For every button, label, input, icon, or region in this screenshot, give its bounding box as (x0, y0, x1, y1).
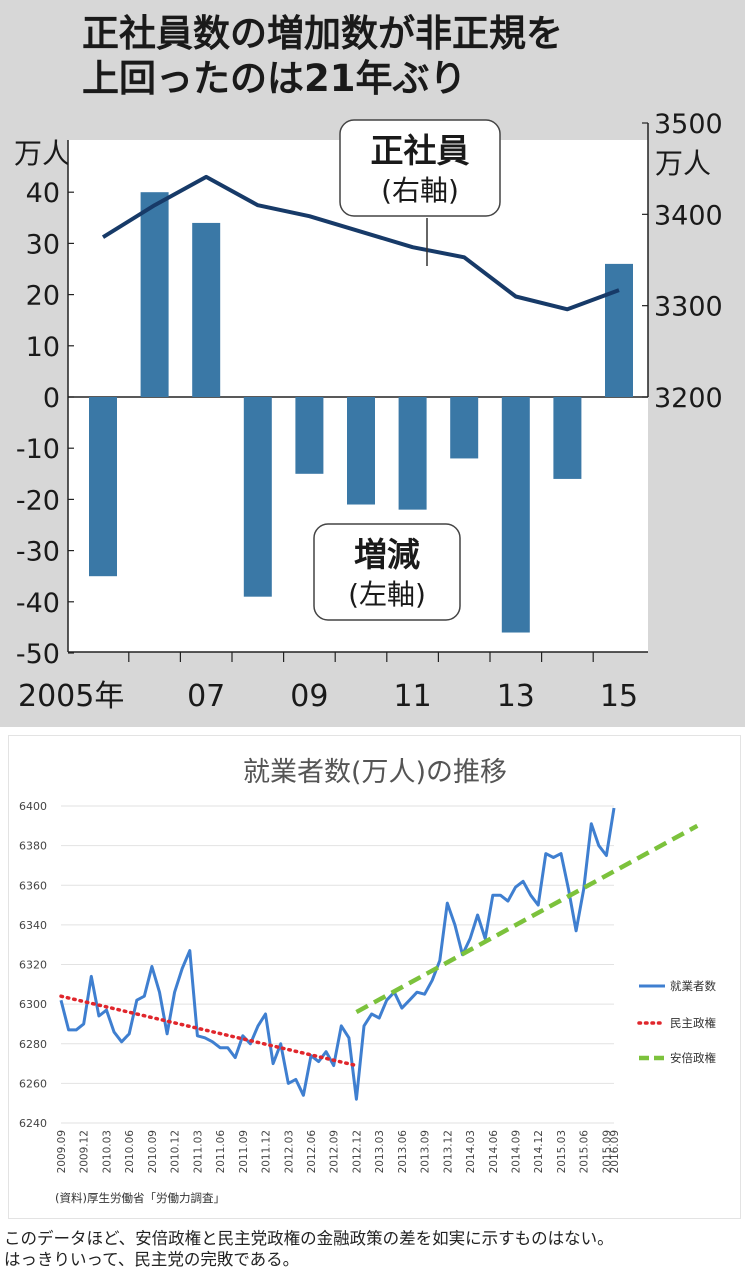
caption-line-2: はっきりいって、民主党の完敗である。 (4, 1250, 300, 1269)
chart2-x-tick-label: 2012.06 (306, 1130, 318, 1174)
chart1-left-tick-label: -20 (16, 485, 60, 516)
chart1-x-tick-label: 09 (290, 679, 328, 714)
chart1-bar-2014 (553, 397, 582, 479)
chart1-bar-2008 (243, 397, 272, 597)
article-caption: このデータほど、安倍政権と民主党政権の金融政策の差を如実に示すものはない。 はっ… (4, 1228, 744, 1270)
chart2-y-tick-label: 6240 (19, 1117, 47, 1130)
chart1-right-tick-label: 3200 (654, 383, 723, 414)
chart2-trend-abe (355, 823, 699, 1015)
chart2-x-tick-label: 2011.06 (215, 1130, 227, 1174)
chart1-left-tick-label: 10 (26, 332, 60, 363)
chart2-x-tick-label: 2011.12 (261, 1130, 273, 1173)
chart2-x-tick-label: 2015.09 (601, 1130, 613, 1173)
chart2-legend-label-1: 就業者数 (670, 979, 716, 993)
chart2-x-tick-label: 2013.09 (420, 1130, 432, 1173)
chart2-legend-label-2: 民主政権 (670, 1016, 716, 1030)
chart1-bar-2010 (347, 397, 375, 505)
chart2-x-tick-label: 2012.09 (329, 1130, 341, 1173)
legend-line-axis: (右軸) (381, 174, 459, 207)
chart2-x-tick-label: 2013.12 (442, 1130, 454, 1173)
chart1-bar-2009 (295, 397, 324, 474)
chart1-left-tick-label: -30 (16, 537, 60, 568)
chart2-x-tick-label: 2014.03 (465, 1130, 477, 1173)
legend-bar-callout: 増減 (左軸) (313, 523, 461, 621)
chart2-y-tick-label: 6280 (19, 1038, 47, 1051)
chart2-x-tick-label: 2014.09 (511, 1130, 523, 1173)
legend-bar-name: 増減 (354, 535, 420, 574)
chart2-svg: 就業者数(万人)の推移 6400 6380 6360 6340 6320 6300 6280… (19, 757, 716, 1205)
chart2-x-tick-label: 2015.03 (556, 1130, 568, 1173)
legend-bar-axis: (左軸) (348, 578, 426, 611)
chart1-left-tick-label: -40 (16, 588, 60, 619)
chart2-x-tick-label: 2013.06 (397, 1130, 409, 1174)
chart2-y-tick-label: 6320 (19, 959, 47, 972)
chart2-x-tick-label: 2014.06 (488, 1130, 500, 1174)
chart1-right-unit: 万人 (655, 147, 711, 180)
chart1-title-line2: 上回ったのは21年ぶり (82, 57, 467, 100)
chart2-source: (資料)厚生労働省「労働力調査」 (55, 1191, 225, 1205)
chart1-left-tick-label: -10 (16, 434, 60, 465)
chart-regular-employees: 正社員数の増加数が非正規を 上回ったのは21年ぶり 万人 万人 40 30 20 10… (0, 0, 745, 727)
chart1-svg: 正社員数の増加数が非正規を 上回ったのは21年ぶり 万人 万人 40 30 20 10… (14, 12, 723, 714)
chart1-bar-2006 (140, 192, 169, 397)
chart1-bar-2012 (450, 397, 479, 459)
chart2-x-tick-label: 2014.12 (533, 1130, 545, 1173)
chart2-legend-label-3: 安倍政権 (670, 1051, 716, 1065)
chart1-line-regular-employees (101, 174, 620, 312)
chart2-y-tick-label: 6340 (19, 919, 47, 932)
chart2-x-tick-label: 2011.03 (192, 1130, 204, 1173)
chart1-left-tick-label: 30 (26, 229, 60, 260)
chart2-y-tick-label: 6260 (19, 1077, 47, 1090)
chart2-x-tick-label: 2010.12 (170, 1130, 182, 1173)
chart2-y-tick-label: 6380 (19, 840, 47, 853)
chart2-x-tick-label: 2009.09 (56, 1130, 68, 1173)
chart1-right-tick-label: 3500 (654, 109, 723, 140)
chart2-x-tick-label: 2012.03 (283, 1130, 295, 1173)
chart1-x-tick-label: 11 (394, 679, 432, 714)
chart1-left-unit: 万人 (14, 137, 70, 170)
chart2-x-tick-label: 2012.12 (351, 1130, 363, 1173)
chart2-line-employed (59, 807, 616, 1101)
chart2-x-tick-label: 2010.03 (101, 1130, 113, 1173)
legend-line-name: 正社員 (371, 131, 470, 170)
chart2-x-tick-label: 2016.09 (609, 1130, 621, 1173)
chart1-bar-2005 (89, 397, 117, 577)
chart2-title: 就業者数(万人)の推移 (243, 757, 507, 788)
chart2-y-tick-label: 6400 (19, 800, 47, 813)
caption-line-1: このデータほど、安倍政権と民主党政権の金融政策の差を如実に示すものはない。 (4, 1229, 614, 1248)
chart2-trend-dpj (59, 994, 359, 1068)
chart2-x-tick-label: 2011.09 (238, 1130, 250, 1173)
chart1-x-tick-label: 13 (497, 679, 535, 714)
chart2-y-tick-label: 6360 (19, 879, 47, 892)
chart1-bar-2011 (398, 397, 427, 510)
chart1-right-tick-label: 3300 (654, 292, 723, 323)
chart1-bar-2013 (501, 397, 530, 633)
chart2-x-tick-label: 2015.06 (579, 1130, 591, 1174)
chart2-x-tick-label: 2009.12 (79, 1130, 91, 1173)
chart1-left-tick-label: -50 (16, 639, 60, 670)
chart1-x-tick-label: 07 (187, 679, 225, 714)
chart1-x-tick-label: 15 (600, 679, 638, 714)
chart2-x-tick-label: 2013.03 (374, 1130, 386, 1173)
chart1-bar-2007 (192, 222, 221, 397)
chart1-title-line1: 正社員数の増加数が非正規を (82, 12, 563, 55)
chart2-x-tick-label: 2010.06 (124, 1130, 136, 1174)
chart2-y-tick-label: 6300 (19, 998, 47, 1011)
chart2-x-tick-label: 2010.09 (147, 1130, 159, 1173)
chart1-right-tick-label: 3400 (654, 200, 723, 231)
chart1-x-tick-label: 2005年 (18, 679, 124, 714)
legend-line-callout: 正社員 (右軸) (339, 119, 501, 217)
chart1-left-tick-label: 0 (43, 383, 60, 414)
chart1-left-tick-label: 40 (26, 178, 60, 209)
chart-employed-persons: 就業者数(万人)の推移 6400 6380 6360 6340 6320 6300 6280… (8, 735, 741, 1219)
chart1-bar-2015 (605, 263, 633, 397)
chart1-left-tick-label: 20 (26, 281, 60, 312)
